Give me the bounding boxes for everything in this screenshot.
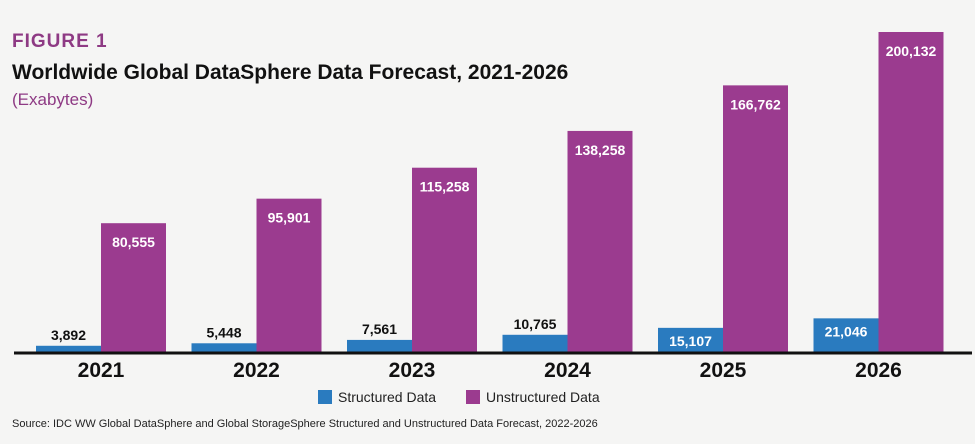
chart-title: Worldwide Global DataSphere Data Forecas…	[12, 61, 569, 84]
data-label-unstructured-2023: 115,258	[420, 179, 470, 195]
data-label-structured-2021: 3,892	[51, 327, 86, 343]
legend-swatch-unstructured	[466, 390, 480, 404]
bar-unstructured-2023	[412, 167, 477, 352]
source-note: Source: IDC WW Global DataSphere and Glo…	[12, 418, 598, 430]
bar-structured-2021	[36, 345, 101, 352]
legend-label-structured: Structured Data	[338, 389, 436, 405]
data-label-structured-2023: 7,561	[362, 321, 397, 337]
data-label-structured-2025: 15,107	[669, 333, 712, 349]
legend-label-unstructured: Unstructured Data	[486, 389, 600, 405]
legend-swatch-structured	[318, 390, 332, 404]
x-tick-label-2025: 2025	[700, 359, 747, 382]
bar-structured-2026	[813, 318, 879, 352]
x-tick-label-2021: 2021	[78, 359, 125, 382]
bar-unstructured-2026	[878, 32, 944, 352]
data-label-unstructured-2022: 95,901	[268, 210, 311, 226]
x-tick-label-2024: 2024	[544, 359, 591, 382]
data-label-unstructured-2026: 200,132	[886, 43, 937, 59]
bar-unstructured-2022	[256, 198, 322, 352]
x-tick-label-2022: 2022	[233, 359, 280, 382]
bar-structured-2023	[347, 339, 412, 352]
data-label-unstructured-2021: 80,555	[112, 234, 155, 250]
x-tick-label-2023: 2023	[389, 359, 436, 382]
bar-unstructured-2024	[567, 130, 633, 352]
bar-structured-2024	[502, 334, 568, 352]
data-label-unstructured-2024: 138,258	[575, 142, 626, 158]
bar-unstructured-2025	[723, 85, 788, 352]
bar-structured-2025	[658, 327, 723, 352]
data-label-structured-2026: 21,046	[825, 323, 868, 339]
data-label-structured-2024: 10,765	[514, 316, 557, 332]
bar-unstructured-2021	[101, 223, 166, 352]
figure-label: FIGURE 1	[12, 31, 108, 52]
bar-structured-2022	[191, 343, 257, 352]
data-label-structured-2022: 5,448	[206, 324, 241, 340]
data-label-unstructured-2025: 166,762	[730, 96, 781, 112]
x-tick-label-2026: 2026	[855, 359, 902, 382]
chart-subtitle: (Exabytes)	[12, 90, 94, 109]
